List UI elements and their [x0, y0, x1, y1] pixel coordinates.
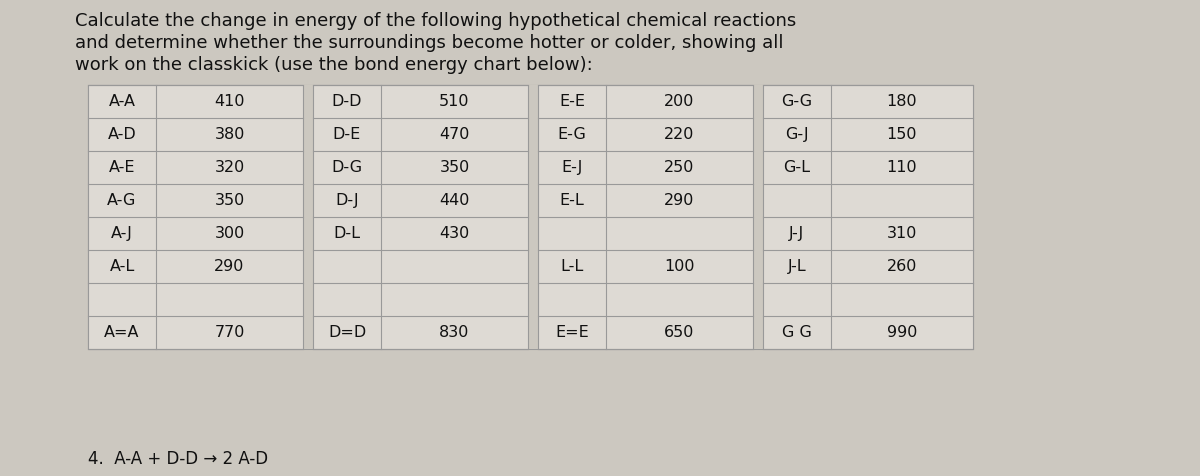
Text: D-L: D-L — [334, 226, 360, 241]
Text: J-L: J-L — [787, 259, 806, 274]
Text: A-A: A-A — [108, 94, 136, 109]
Text: E-E: E-E — [559, 94, 586, 109]
Text: J-J: J-J — [790, 226, 805, 241]
Text: 4.  A-A + D-D → 2 A-D: 4. A-A + D-D → 2 A-D — [88, 450, 268, 468]
Bar — [528, 85, 538, 349]
Text: 100: 100 — [665, 259, 695, 274]
Text: 410: 410 — [215, 94, 245, 109]
Text: E-L: E-L — [559, 193, 584, 208]
Text: 290: 290 — [215, 259, 245, 274]
Text: 220: 220 — [665, 127, 695, 142]
Text: A-J: A-J — [112, 226, 133, 241]
Text: A=A: A=A — [104, 325, 139, 340]
Text: 200: 200 — [665, 94, 695, 109]
Text: G G: G G — [782, 325, 812, 340]
Text: 110: 110 — [887, 160, 917, 175]
Text: A-E: A-E — [109, 160, 136, 175]
Bar — [313, 85, 528, 349]
Text: D-E: D-E — [332, 127, 361, 142]
Bar — [88, 85, 302, 349]
Text: 310: 310 — [887, 226, 917, 241]
Text: G-G: G-G — [781, 94, 812, 109]
Text: D-J: D-J — [335, 193, 359, 208]
Text: and determine whether the surroundings become hotter or colder, showing all: and determine whether the surroundings b… — [74, 34, 784, 52]
Bar — [88, 85, 973, 349]
Text: A-L: A-L — [109, 259, 134, 274]
Text: E=E: E=E — [556, 325, 589, 340]
Text: E-J: E-J — [562, 160, 583, 175]
Text: D-G: D-G — [331, 160, 362, 175]
Bar — [763, 85, 973, 349]
Text: G-J: G-J — [785, 127, 809, 142]
Text: 650: 650 — [665, 325, 695, 340]
Text: 770: 770 — [215, 325, 245, 340]
Text: D-D: D-D — [331, 94, 362, 109]
Bar — [538, 85, 754, 349]
Text: Calculate the change in energy of the following hypothetical chemical reactions: Calculate the change in energy of the fo… — [74, 12, 797, 30]
Text: 430: 430 — [439, 226, 469, 241]
Text: 510: 510 — [439, 94, 469, 109]
Text: 260: 260 — [887, 259, 917, 274]
Text: work on the classkick (use the bond energy chart below):: work on the classkick (use the bond ener… — [74, 56, 593, 74]
Text: 440: 440 — [439, 193, 469, 208]
Text: E-G: E-G — [558, 127, 587, 142]
Text: 990: 990 — [887, 325, 917, 340]
Text: 380: 380 — [215, 127, 245, 142]
Text: 180: 180 — [887, 94, 917, 109]
Text: 300: 300 — [215, 226, 245, 241]
Text: A-G: A-G — [107, 193, 137, 208]
Text: 150: 150 — [887, 127, 917, 142]
Text: 350: 350 — [439, 160, 469, 175]
Text: 470: 470 — [439, 127, 469, 142]
Text: 830: 830 — [439, 325, 469, 340]
Text: L-L: L-L — [560, 259, 583, 274]
Bar — [302, 85, 313, 349]
Text: A-D: A-D — [108, 127, 137, 142]
Text: 250: 250 — [665, 160, 695, 175]
Text: G-L: G-L — [784, 160, 810, 175]
Text: 320: 320 — [215, 160, 245, 175]
Text: 350: 350 — [215, 193, 245, 208]
Bar — [754, 85, 763, 349]
Text: 290: 290 — [665, 193, 695, 208]
Text: D=D: D=D — [328, 325, 366, 340]
